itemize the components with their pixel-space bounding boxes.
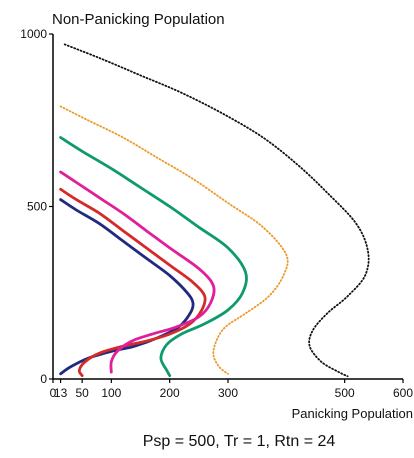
x-tick-label: 0 [50,386,57,400]
x-tick-label: 200 [160,386,180,400]
chart-title: Non-Panicking Population [52,11,225,28]
axes [52,34,403,380]
series-line-3 [59,170,216,374]
x-tick-label: 100 [101,386,121,400]
series-line-2 [59,187,207,377]
y-ticks: 0 500 1000 [20,27,53,386]
y-tick-label: 1000 [20,27,47,41]
x-tick-label: 600 [393,386,413,400]
y-tick-label: 0 [40,372,47,386]
plot-area [59,43,370,378]
chart-caption: Psp = 500, Tr = 1, Rtn = 24 [143,433,336,450]
x-axis-label: Panicking Population [292,406,413,421]
x-tick-label: 13 [54,386,68,400]
series-line-1 [59,198,195,376]
series-line-5 [59,105,289,375]
series-line-4 [59,136,248,377]
x-tick-label: 50 [75,386,89,400]
series-line-6 [63,43,370,378]
x-tick-label: 500 [335,386,355,400]
x-tick-label: 300 [218,386,238,400]
y-tick-label: 500 [27,200,47,214]
x-ticks: 013 50 100 200 300 500 600 [50,379,413,400]
